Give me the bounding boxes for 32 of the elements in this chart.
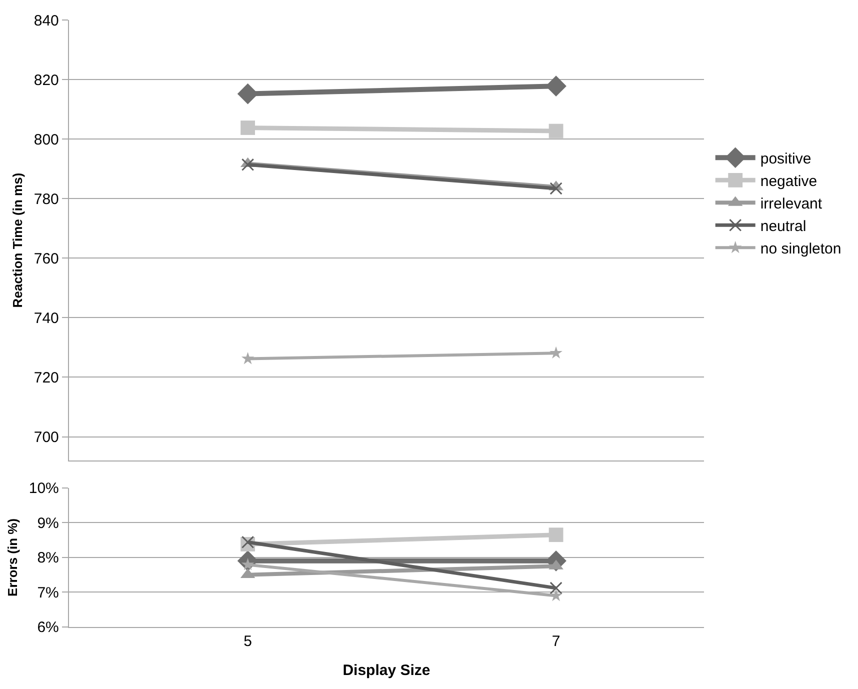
point bbox=[550, 588, 562, 602]
point bbox=[241, 352, 254, 364]
y-tick-label: 780 bbox=[34, 190, 59, 208]
y-tick-label: 10% bbox=[28, 480, 59, 498]
y-axis-title: Reaction Time (in ms) bbox=[10, 172, 25, 308]
x-tick-label: 7 bbox=[552, 633, 560, 650]
y-axis-title: Errors (in %) bbox=[4, 518, 20, 596]
y-tick-label: 840 bbox=[34, 12, 59, 30]
point bbox=[241, 536, 254, 548]
y-tick-label: 700 bbox=[34, 429, 59, 446]
y-tick-label: 9% bbox=[37, 514, 59, 532]
point bbox=[548, 528, 564, 542]
x-axis-title: Display Size bbox=[342, 662, 430, 680]
legend-label: negative bbox=[760, 173, 818, 190]
point bbox=[240, 120, 255, 135]
point bbox=[548, 124, 564, 138]
y-tick-label: 6% bbox=[37, 619, 59, 636]
legend-label: irrelevant bbox=[760, 196, 823, 212]
point bbox=[546, 76, 566, 96]
y-tick-label: 760 bbox=[34, 250, 59, 268]
legend-label: neutral bbox=[760, 218, 806, 235]
y-tick-label: 8% bbox=[37, 550, 59, 567]
y-tick-label: 740 bbox=[34, 310, 59, 327]
y-tick-label: 820 bbox=[34, 72, 59, 89]
y-tick-label: 800 bbox=[34, 131, 59, 148]
legend-label: no singleton bbox=[760, 240, 842, 258]
legend-label: positive bbox=[760, 150, 812, 168]
point bbox=[550, 582, 562, 594]
y-tick-label: 7% bbox=[37, 584, 59, 602]
x-tick-label: 5 bbox=[244, 633, 252, 650]
point bbox=[550, 346, 562, 359]
y-tick-label: 720 bbox=[34, 369, 59, 386]
